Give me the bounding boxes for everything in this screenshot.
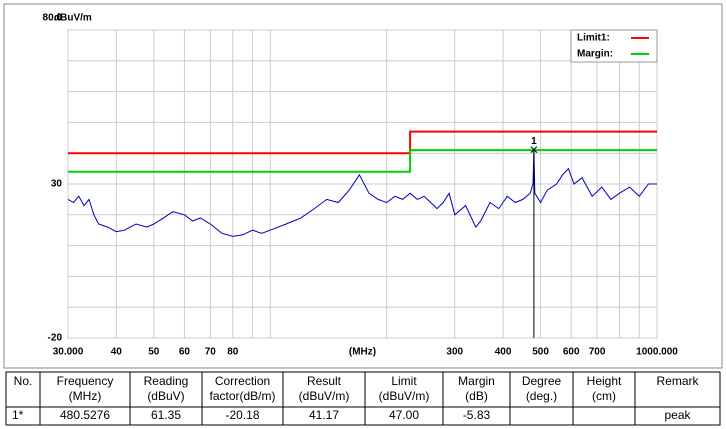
x-tick-label: 40	[111, 347, 123, 358]
table-cell: peak	[664, 408, 691, 422]
x-tick-label: 30.000	[53, 347, 84, 358]
x-tick-label: 600	[563, 347, 580, 358]
y-tick-label: 80.0	[43, 13, 63, 24]
limit-line	[68, 130, 657, 155]
table-header: (dB)	[465, 389, 488, 403]
chart: 80.0 30 -20 30.000 40 50 60 70 80 300 400 500 600 700…	[43, 13, 679, 358]
table-cell: 61.35	[151, 408, 181, 422]
table-header: Correction	[215, 374, 270, 388]
y-tick-label: 30	[51, 179, 63, 190]
y-unit: dBuV/m	[54, 13, 92, 24]
legend-label: Margin:	[577, 49, 613, 60]
table-header: (MHz)	[69, 389, 102, 403]
x-tick-label: 300	[446, 347, 463, 358]
x-tick-label: 700	[589, 347, 606, 358]
trace-line	[67, 149, 657, 237]
table-header: (cm)	[592, 389, 616, 403]
table-cell: -5.83	[463, 408, 491, 422]
table-header: Frequency	[57, 374, 114, 388]
table-header: Margin	[458, 374, 495, 388]
legend-box	[570, 29, 658, 63]
table-cell: 47.00	[389, 408, 419, 422]
x-tick-label: 60	[179, 347, 191, 358]
table-cell: 480.5276	[60, 408, 110, 422]
marker-point	[530, 146, 538, 153]
y-tick-label: -20	[48, 333, 63, 344]
x-unit: (MHz)	[349, 347, 376, 358]
table-cell: 41.17	[309, 408, 339, 422]
table-header: (deg.)	[526, 389, 557, 403]
table: No. Frequency(MHz) Reading(dBuV) Correction…	[5, 371, 721, 426]
table-header: (dBuV/m)	[379, 389, 430, 403]
table-header: factor(dB/m)	[209, 389, 275, 403]
x-tick-label: 80	[227, 347, 239, 358]
table-cell: 1*	[12, 408, 24, 422]
table-header: Remark	[656, 374, 699, 388]
table-header: No.	[14, 374, 33, 388]
table-cell: -20.18	[225, 408, 259, 422]
x-tick-label: 50	[148, 347, 160, 358]
x-tick-label: 70	[205, 347, 217, 358]
table-header: Limit	[391, 374, 417, 388]
marker-label: 1	[531, 136, 537, 147]
table-border	[5, 371, 721, 426]
table-header: Result	[307, 374, 342, 388]
x-tick-label: 1000.000	[636, 347, 678, 358]
table-header: Reading	[144, 374, 189, 388]
legend-label: Limit1:	[577, 33, 610, 44]
x-tick-label: 400	[495, 347, 512, 358]
table-header: Height	[587, 374, 622, 388]
table-header: (dBuV/m)	[299, 389, 350, 403]
x-tick-label: 500	[532, 347, 549, 358]
table-header: Degree	[522, 374, 562, 388]
table-header: (dBuV)	[147, 389, 184, 403]
